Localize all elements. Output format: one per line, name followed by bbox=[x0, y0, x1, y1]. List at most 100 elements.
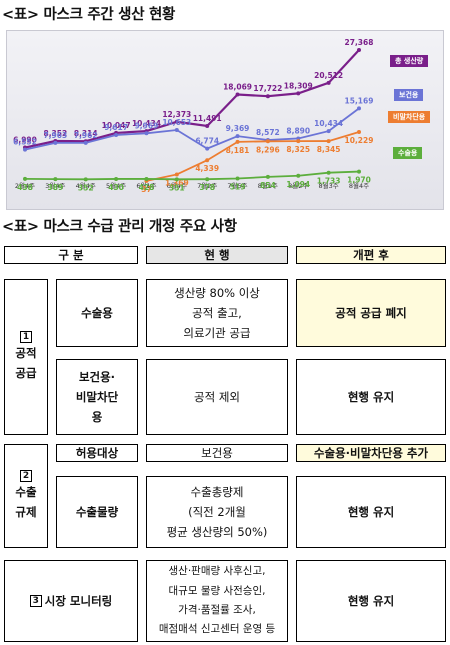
data-label: 7,962 bbox=[74, 131, 98, 140]
data-label: 8,890 bbox=[286, 126, 310, 135]
group-number-2: 2 bbox=[19, 469, 32, 482]
data-label: 351 bbox=[169, 183, 185, 192]
monitor-line4: 매점매석 신고센터 운영 등 bbox=[158, 623, 276, 636]
data-label: 37 bbox=[141, 185, 151, 194]
x-tick-label: 8월4주 bbox=[349, 181, 369, 190]
export-line3: 평균 생산량의 50%) bbox=[166, 525, 268, 540]
data-point bbox=[53, 177, 58, 182]
current-allowed-target: 보건용 bbox=[146, 444, 288, 462]
x-tick-label: 2월4주 bbox=[15, 181, 35, 190]
data-label: 8,352 bbox=[43, 129, 67, 138]
data-point bbox=[296, 91, 301, 96]
legend-health: 보건용 bbox=[394, 89, 424, 101]
group-label-line2: 공급 bbox=[15, 366, 37, 380]
sub-health-line1: 보건용· bbox=[78, 369, 116, 384]
data-label: 11,491 bbox=[193, 114, 222, 123]
data-point bbox=[357, 48, 361, 53]
current-export-quantity: 수출총량제 (직전 2개월 평균 생산량의 50%) bbox=[146, 476, 288, 548]
data-label: 9,969 bbox=[135, 121, 159, 130]
data-point bbox=[235, 139, 240, 144]
group-export-regulation: 2 수출 규제 bbox=[4, 444, 48, 548]
data-label: 17,722 bbox=[253, 84, 282, 93]
x-tick-label: 5월4주 bbox=[106, 181, 126, 190]
data-label: 8,181 bbox=[226, 146, 250, 155]
data-point bbox=[326, 129, 331, 134]
data-point bbox=[205, 146, 210, 151]
x-tick-label: 6월4주 bbox=[167, 181, 187, 190]
data-point bbox=[235, 176, 240, 181]
data-label: 1,733 bbox=[317, 177, 341, 186]
data-label: 6,774 bbox=[195, 137, 219, 146]
data-label: 18,309 bbox=[284, 81, 313, 90]
current-monitoring: 생산·판매량 사후신고, 대규모 물량 사전승인, 가격·품절률 조사, 매점매… bbox=[146, 560, 288, 642]
data-point bbox=[23, 176, 27, 181]
data-point bbox=[357, 130, 361, 135]
x-tick-label: 7월5주 bbox=[227, 181, 247, 190]
series-line bbox=[24, 107, 360, 151]
group-number-3: 3 bbox=[29, 595, 42, 607]
data-label: 10,047 bbox=[102, 121, 131, 130]
sub-health-line2: 비말차단 bbox=[75, 389, 119, 404]
data-label: 9,369 bbox=[226, 124, 250, 133]
data-label: 27,368 bbox=[345, 38, 374, 47]
after-export-quantity: 현행 유지 bbox=[296, 476, 446, 548]
series-line bbox=[146, 131, 360, 182]
current-surgical-line3: 의료기관 공급 bbox=[183, 326, 251, 341]
data-point bbox=[53, 140, 58, 145]
x-tick-label: 8월3주 bbox=[319, 181, 339, 190]
x-tick-label: 8월2주 bbox=[288, 181, 308, 190]
data-label: 8,572 bbox=[256, 128, 280, 137]
data-label: 8,296 bbox=[256, 145, 280, 154]
group-label-line1: 공적 bbox=[15, 345, 37, 360]
data-label: 10,653 bbox=[162, 118, 191, 127]
export-line2: (직전 2개월 bbox=[188, 504, 246, 519]
chart-canvas: 2월4주 3월4주 4월4주 5월4주 6월1주 6월4주 7월2주 7월5주 8월1주 8월2주… bbox=[13, 38, 374, 194]
data-point bbox=[205, 177, 210, 182]
data-label: 519 bbox=[230, 183, 246, 192]
x-tick-label: 4월4주 bbox=[76, 181, 96, 190]
data-point bbox=[265, 174, 270, 179]
data-point bbox=[83, 177, 88, 182]
data-label: 15,169 bbox=[345, 96, 374, 105]
data-point bbox=[357, 106, 361, 111]
data-point bbox=[205, 124, 210, 129]
data-point bbox=[326, 170, 331, 175]
data-point bbox=[326, 80, 331, 85]
group2-label-line1: 수출 bbox=[15, 484, 37, 499]
data-label: 10,229 bbox=[345, 136, 374, 145]
group3-label: 시장 모니터링 bbox=[44, 593, 113, 608]
data-label: 438 bbox=[17, 183, 33, 192]
export-line1: 수출총량제 bbox=[190, 484, 244, 499]
data-label: 352 bbox=[78, 183, 94, 192]
legend-surgical: 수술용 bbox=[393, 147, 423, 159]
data-label: 1,094 bbox=[286, 180, 310, 189]
current-surgical: 생산량 80% 이상 공적 출고, 의료기관 공급 bbox=[146, 279, 288, 347]
data-label: 389 bbox=[48, 183, 64, 192]
after-surgical: 공적 공급 폐지 bbox=[296, 279, 446, 347]
group-number-1: 1 bbox=[19, 330, 32, 343]
data-point bbox=[83, 140, 88, 145]
data-point bbox=[174, 177, 179, 182]
after-health-droplet: 현행 유지 bbox=[296, 359, 446, 435]
data-label: 1,369 bbox=[165, 178, 189, 187]
sub-allowed-target: 허용대상 bbox=[56, 444, 138, 462]
data-label: 428 bbox=[139, 183, 155, 192]
data-label: 12,373 bbox=[162, 110, 191, 119]
data-point bbox=[326, 139, 331, 144]
data-label: 1,970 bbox=[347, 176, 371, 185]
monitor-line1: 생산·판매량 사후신고, bbox=[168, 565, 266, 578]
data-label: 4,339 bbox=[195, 164, 219, 173]
x-tick-label: 8월1주 bbox=[258, 181, 278, 190]
section-title-supply-revision: <표> 마스크 수급 관리 개정 주요 사항 bbox=[2, 219, 237, 235]
data-label: 9,617 bbox=[104, 123, 128, 132]
data-label: 854 bbox=[260, 181, 276, 190]
current-surgical-line1: 생산량 80% 이상 bbox=[174, 285, 260, 300]
data-label: 7,963 bbox=[43, 131, 67, 140]
monitor-line2: 대규모 물량 사전승인, bbox=[168, 584, 266, 597]
sub-surgical: 수술용 bbox=[56, 279, 138, 347]
data-point bbox=[174, 172, 179, 177]
data-label: 18,069 bbox=[223, 83, 252, 92]
header-after: 개편 후 bbox=[296, 246, 446, 264]
legend-droplet: 비말차단용 bbox=[388, 111, 431, 123]
group-public-supply: 1 공적 공급 bbox=[4, 279, 48, 435]
